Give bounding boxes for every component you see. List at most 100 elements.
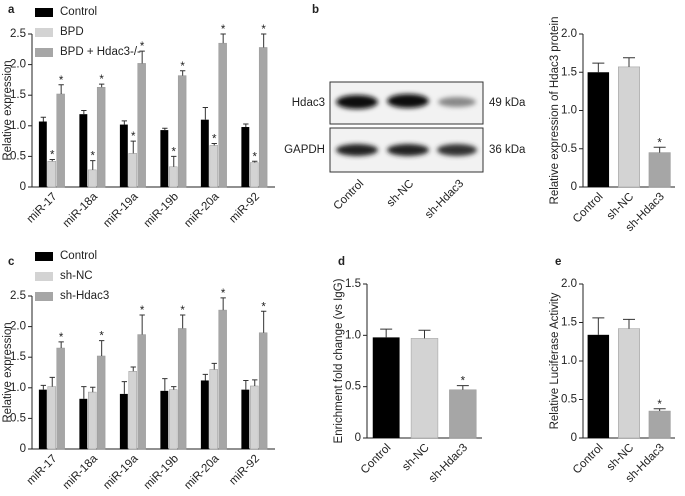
bar (241, 389, 250, 449)
error-bar (202, 373, 209, 381)
bar (250, 162, 259, 188)
legend-swatch (35, 28, 53, 37)
significance-marker: * (221, 288, 226, 300)
error-bar (81, 110, 87, 115)
panel-label: d (338, 256, 345, 268)
y-tick-label: 0.5 (10, 412, 26, 424)
y-tick-label: 1.0 (10, 120, 26, 132)
x-tick-label: miR-18a (61, 452, 101, 492)
blot-lane-label: sh-Hdac3 (423, 178, 466, 221)
error-bar (58, 84, 64, 94)
error-bar (623, 318, 635, 329)
bar (96, 355, 106, 450)
x-tick-label: miR-19b (142, 191, 181, 230)
y-tick-label: 1.5 (345, 278, 361, 290)
x-tick-label: sh-NC (400, 442, 432, 474)
blot-band (438, 97, 476, 107)
panel-label: c (8, 256, 15, 268)
error-bar (252, 379, 258, 386)
significance-marker: * (50, 149, 55, 161)
bar (56, 93, 65, 188)
y-tick-label: 1.5 (10, 351, 26, 363)
error-bar (49, 158, 55, 162)
significance-marker: * (221, 24, 226, 36)
significance-marker: * (172, 146, 177, 158)
y-tick-label: 1.0 (561, 355, 577, 367)
error-bar (162, 127, 168, 131)
bar (56, 347, 65, 450)
bar (209, 145, 218, 188)
significance-marker: * (91, 151, 96, 163)
bar (218, 42, 227, 188)
bar (241, 127, 250, 187)
panel-label: e (555, 256, 561, 268)
bar (88, 391, 97, 450)
bar (79, 114, 88, 187)
x-tick-label: miR-17 (25, 191, 60, 226)
y-tick-label: 1.0 (10, 382, 26, 394)
bar (38, 389, 47, 449)
error-bar (592, 62, 605, 73)
y-tick-label: 1.5 (561, 317, 577, 329)
legend-swatch (35, 48, 53, 57)
bar (137, 334, 146, 450)
significance-marker: * (140, 41, 145, 53)
y-axis-label: Relative expression (2, 60, 14, 160)
error-bar (592, 317, 605, 335)
error-bar (623, 57, 635, 67)
y-axis-label: Enrichment fold change (vs IgG) (333, 278, 345, 443)
y-tick-label: 2.5 (10, 290, 26, 302)
x-tick-label: miR-92 (227, 453, 262, 488)
y-axis-label: Relative expression (2, 322, 14, 422)
bar (200, 380, 209, 449)
legend-swatch (35, 272, 53, 281)
y-tick-label: 1.0 (561, 105, 577, 117)
y-tick-label: 0 (355, 432, 361, 444)
legend-label: sh-NC (60, 270, 93, 282)
error-bar (179, 70, 186, 76)
error-bar (653, 408, 666, 412)
error-bar (81, 386, 87, 399)
error-bar (380, 328, 393, 338)
significance-marker: * (461, 376, 466, 388)
y-tick-label: 2.5 (10, 28, 26, 40)
blot-band (387, 94, 429, 108)
error-bar (98, 340, 105, 356)
error-bar (162, 378, 168, 391)
x-tick-label: Control (571, 442, 606, 477)
significance-marker: * (261, 24, 266, 36)
bar (79, 398, 88, 449)
legend-label: Control (60, 250, 97, 262)
bar (160, 130, 169, 187)
significance-marker: * (99, 74, 104, 86)
bar (47, 386, 56, 450)
panel-label: b (312, 4, 319, 16)
x-tick-label: sh-Hdac3 (427, 442, 470, 485)
error-bar (220, 297, 226, 311)
blot-size: 36 kDa (489, 144, 526, 156)
y-tick-label: 2.0 (561, 28, 577, 40)
bar (209, 369, 218, 450)
y-tick-label: 0 (571, 432, 577, 444)
y-axis-label: Relative Luciferase Activity (549, 292, 561, 429)
x-tick-label: miR-20a (182, 190, 222, 230)
error-bar (121, 381, 128, 394)
significance-marker: * (657, 137, 662, 149)
y-tick-label: 0 (20, 443, 26, 455)
x-tick-label: miR-17 (25, 453, 60, 488)
x-tick-label: miR-19a (101, 190, 141, 230)
error-bar (220, 33, 226, 44)
significance-marker: * (261, 301, 266, 313)
bar (618, 66, 640, 188)
error-bar (90, 386, 96, 393)
significance-marker: * (180, 61, 185, 73)
x-tick-label: miR-19b (142, 453, 181, 492)
y-tick-label: 0.5 (10, 150, 26, 162)
blot-band (387, 144, 429, 156)
error-bar (243, 123, 249, 128)
bar (128, 371, 137, 450)
bar (119, 124, 128, 187)
bar (618, 328, 640, 439)
error-bar (456, 385, 469, 390)
error-bar (139, 50, 145, 64)
